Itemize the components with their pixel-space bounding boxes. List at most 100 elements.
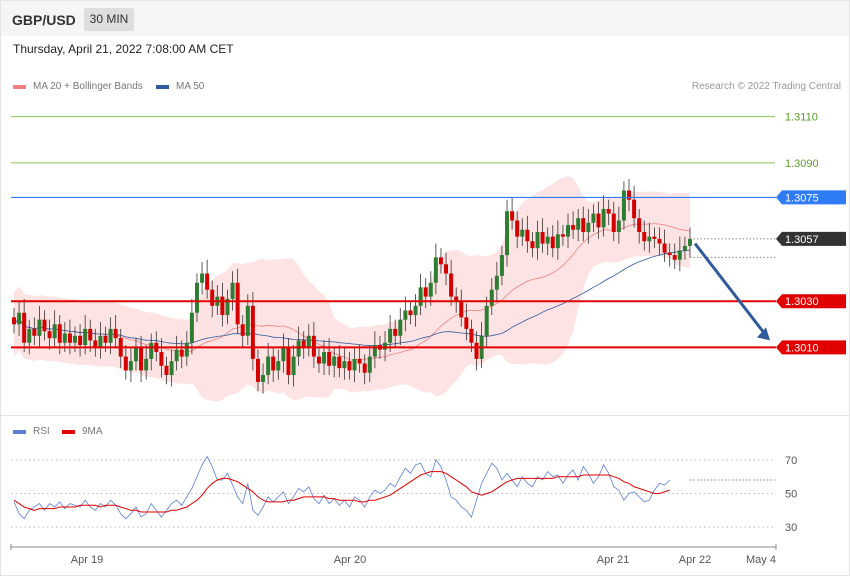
candle-body <box>169 361 174 376</box>
candle-body <box>621 190 626 221</box>
level-1-3090-label: 1.3090 <box>785 158 819 170</box>
candle-body <box>139 347 144 371</box>
candle-body <box>220 296 225 316</box>
candle-body <box>438 257 443 265</box>
candle-body <box>616 220 621 233</box>
candle-body <box>449 273 454 297</box>
candle-body <box>489 289 494 306</box>
candle-body <box>22 312 27 343</box>
candle-body <box>525 229 530 242</box>
candle-body <box>200 273 205 283</box>
candle-body <box>88 328 93 341</box>
candle-body <box>576 218 581 230</box>
candle-body <box>499 255 504 276</box>
candle-body <box>32 328 37 336</box>
candle-body <box>327 351 332 366</box>
candle-body <box>128 361 133 371</box>
candle-body <box>403 310 408 320</box>
candle-body <box>520 229 525 237</box>
candle-body <box>540 232 545 244</box>
level-1-3057-label: 1.3057 <box>785 234 819 246</box>
candle-body <box>444 264 449 274</box>
candle-body <box>342 361 347 369</box>
candle-body <box>662 243 667 253</box>
candle-body <box>388 328 393 343</box>
x-tick-label: May 4 <box>746 554 776 566</box>
candle-body <box>311 335 316 357</box>
candle-body <box>464 317 469 329</box>
candle-body <box>637 218 642 233</box>
ma50-swatch <box>156 84 169 89</box>
candle-body <box>123 356 128 371</box>
candle-body <box>469 328 474 343</box>
candle-body <box>347 361 352 371</box>
candle-body <box>98 335 103 348</box>
candle-body <box>611 213 616 233</box>
level-1-3010-tag-bg <box>776 340 846 355</box>
level-1-3030-tag: 1.3030 <box>776 294 846 309</box>
candle-body <box>423 287 428 297</box>
timeframe-button[interactable]: 30 MIN <box>84 8 134 31</box>
candle-body <box>108 328 113 343</box>
candle-body <box>555 234 560 249</box>
candle-body <box>642 232 647 242</box>
candle-body <box>515 220 520 237</box>
candle-body <box>27 328 32 343</box>
candle-body <box>408 310 413 316</box>
timestamp: Thursday, April 21, 2022 7:08:00 AM CET <box>13 42 234 56</box>
candle-body <box>37 319 42 336</box>
rsi-swatch <box>13 429 26 434</box>
rsi-tick-30: 30 <box>785 522 797 534</box>
candle-body <box>103 335 108 343</box>
candle-body <box>632 199 637 219</box>
candle-body <box>474 342 479 359</box>
level-1-3075-tag: 1.3075 <box>776 190 846 205</box>
candle-body <box>383 342 388 350</box>
candle-body <box>606 208 611 214</box>
forecast-arrow-line <box>693 242 768 337</box>
candle-body <box>591 213 596 223</box>
candle-body <box>194 282 199 313</box>
pane-separator <box>1 415 849 416</box>
credit-text: Research © 2022 Trading Central <box>691 81 841 92</box>
candle-body <box>240 324 245 336</box>
candle-body <box>357 358 362 364</box>
candle-body <box>316 356 321 364</box>
candle-body <box>545 236 550 244</box>
candle-body <box>42 319 47 332</box>
x-tick-label: Apr 21 <box>597 554 629 566</box>
candle-body <box>149 342 154 359</box>
candle-body <box>266 356 271 376</box>
level-1-3030-label: 1.3030 <box>785 296 819 308</box>
candle-body <box>250 305 255 359</box>
candle-body <box>677 250 682 260</box>
candle-body <box>688 238 692 246</box>
legend-ma20: MA 20 + Bollinger Bands <box>13 81 143 92</box>
legend-9ma: 9MA <box>62 426 103 437</box>
candle-body <box>12 317 16 325</box>
candle-body <box>225 298 230 316</box>
candle-body <box>286 347 291 376</box>
rsi-9ma-line <box>13 471 670 513</box>
rsi-tick-50: 50 <box>785 489 797 501</box>
level-1-3030-tag-bg <box>776 294 846 309</box>
candle-body <box>601 208 606 228</box>
rsi-tick-70: 70 <box>785 455 797 467</box>
ma20-line <box>13 223 691 361</box>
candle-body <box>281 347 286 362</box>
candle-body <box>647 236 652 242</box>
candle-body <box>301 340 306 348</box>
candle-body <box>571 225 576 230</box>
legend-9ma-label: 9MA <box>82 426 103 437</box>
legend-rsi-label: RSI <box>33 426 50 437</box>
candle-body <box>566 225 571 237</box>
candle-body <box>235 282 240 325</box>
candle-body <box>627 190 632 200</box>
candle-body <box>144 358 149 371</box>
legend-rsi: RSI <box>13 426 50 437</box>
candle-body <box>332 356 337 366</box>
candle-body <box>133 347 138 362</box>
candle-body <box>72 335 77 343</box>
candle-body <box>550 236 555 249</box>
